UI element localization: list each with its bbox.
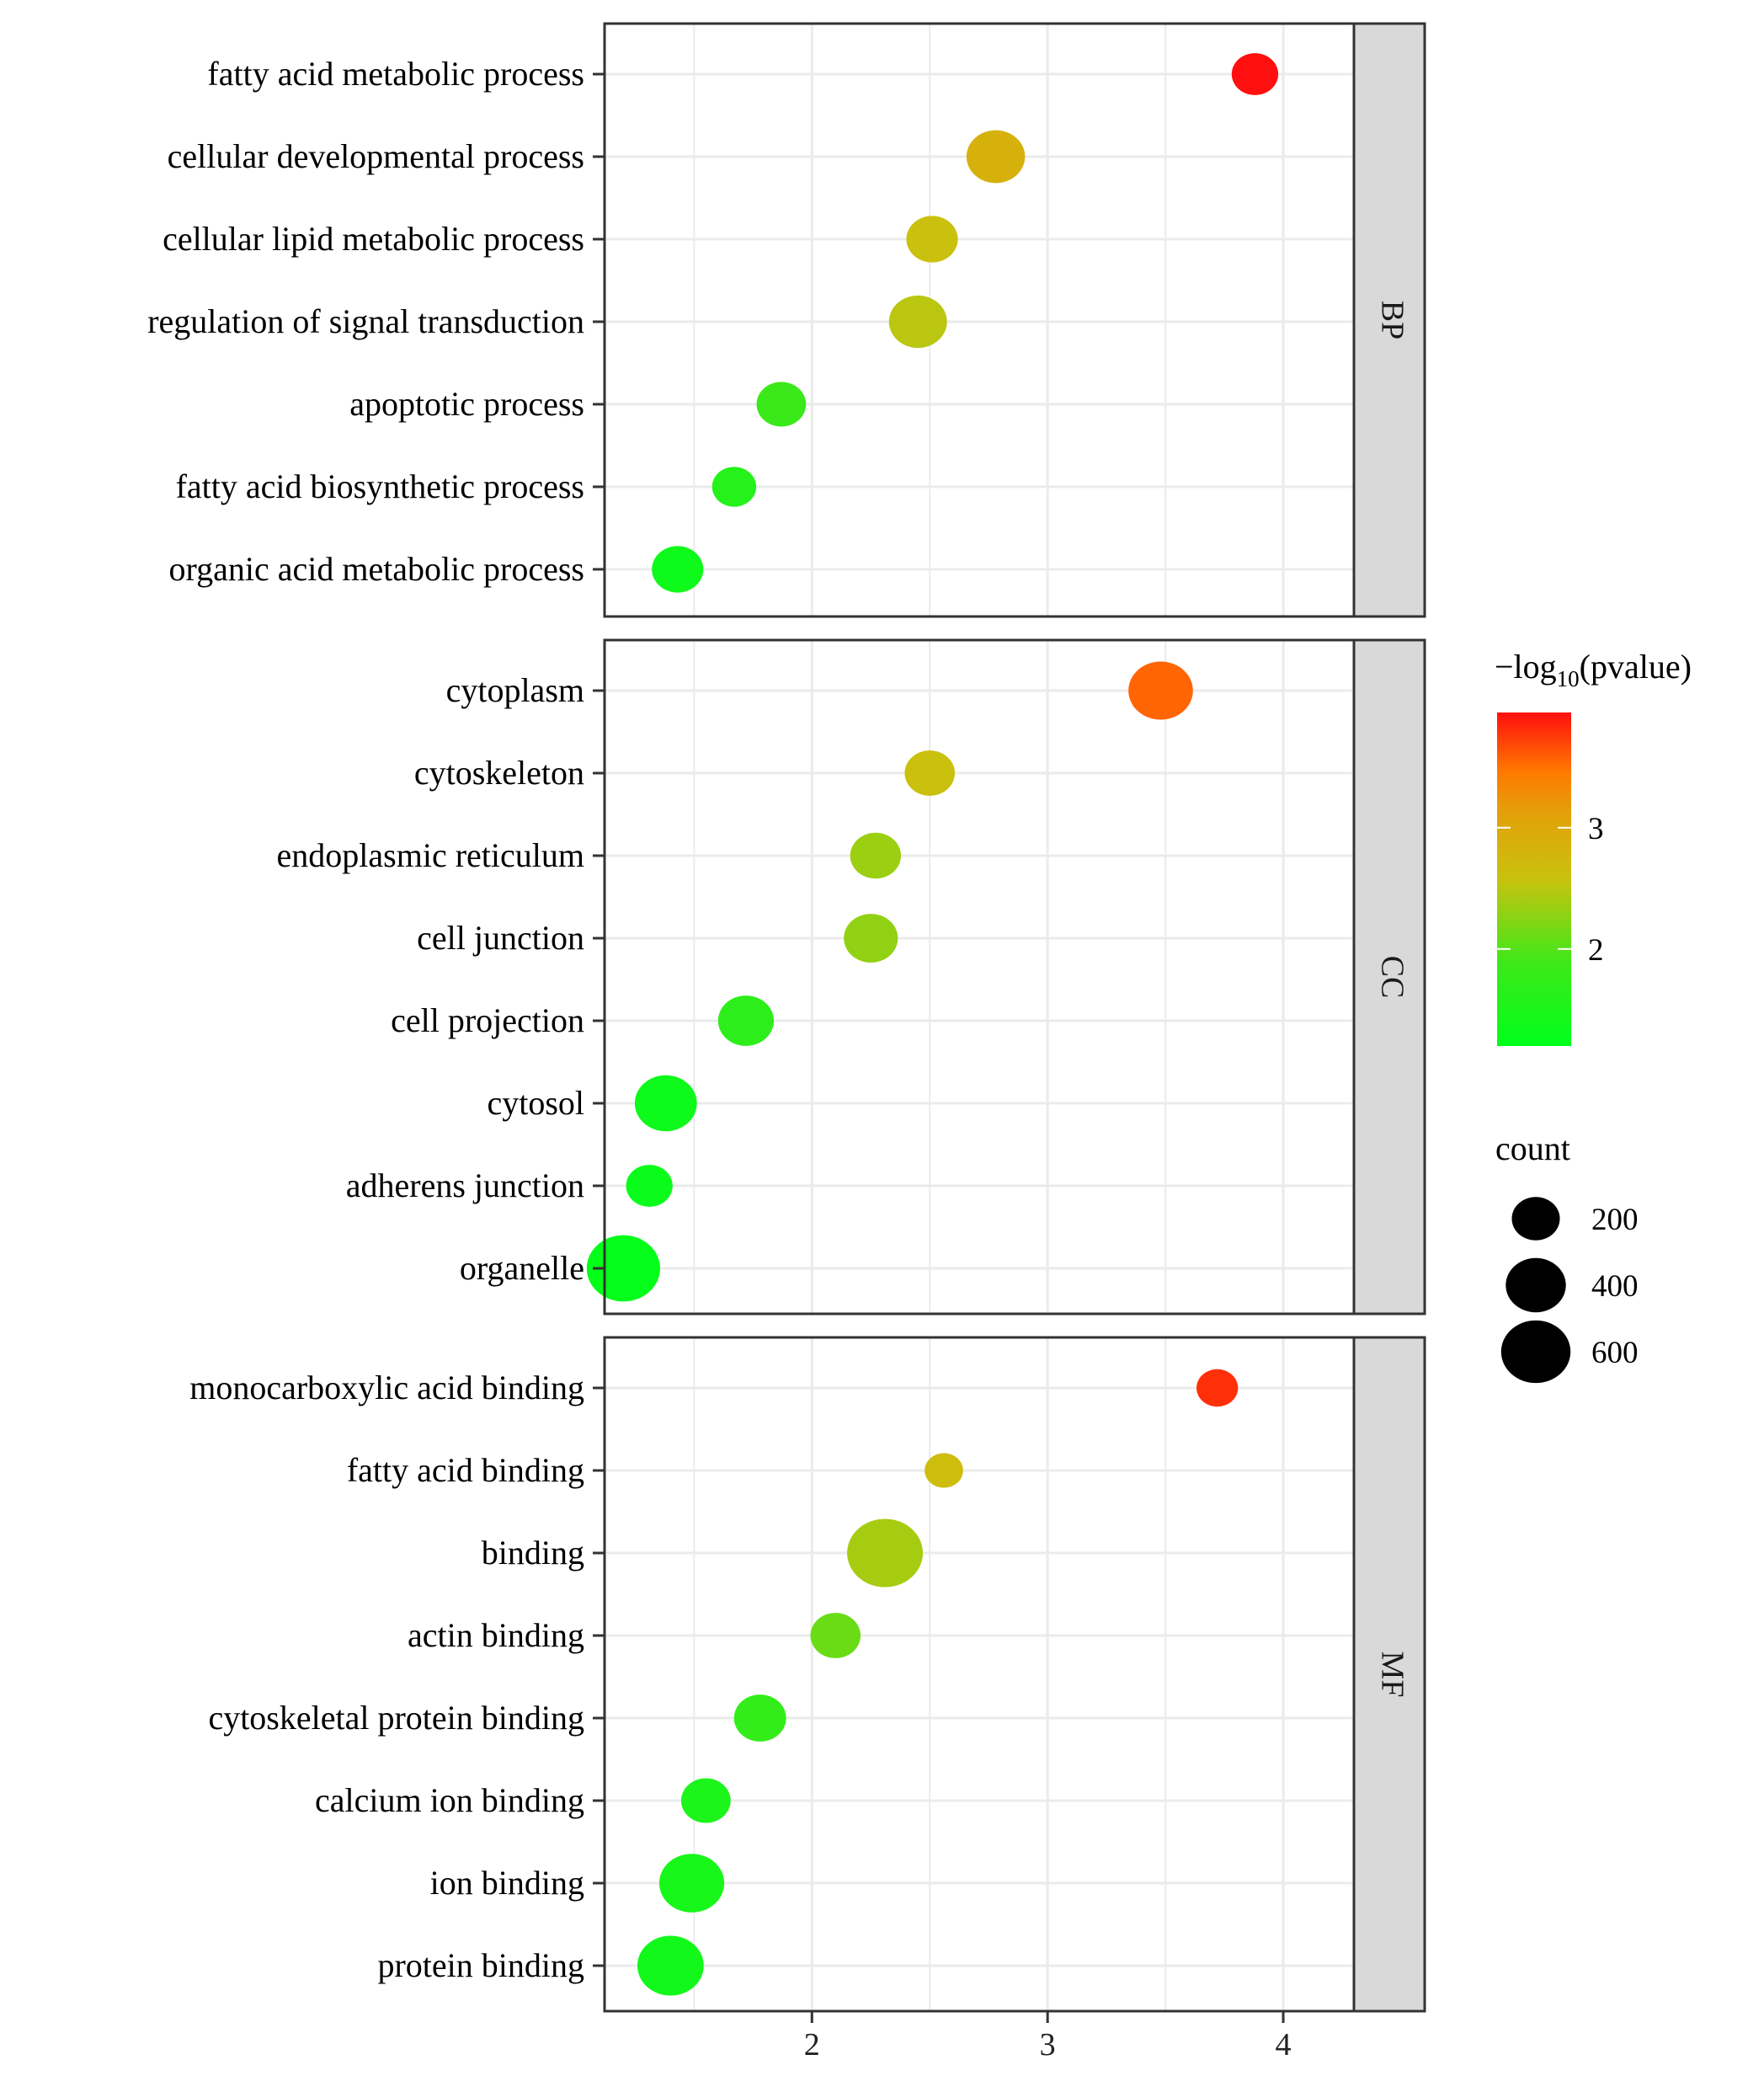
y-tick-label: protein binding <box>377 1946 584 1984</box>
y-tick-label: calcium ion binding <box>315 1781 584 1819</box>
data-point <box>634 1075 697 1132</box>
size-legend-label: 400 <box>1591 1269 1639 1304</box>
data-point <box>680 1778 731 1823</box>
facet-panel-bp: fatty acid metabolic process cellular dev… <box>147 22 1426 618</box>
y-tick-label: cytoskeletal protein binding <box>208 1699 584 1737</box>
facet-strip <box>1352 22 1426 618</box>
data-point <box>1231 53 1279 95</box>
data-point <box>925 1453 963 1488</box>
y-tick-label: cell projection <box>391 1001 584 1039</box>
size-legend-label: 200 <box>1591 1203 1639 1237</box>
y-tick-label: apoptotic process <box>349 385 584 423</box>
data-point <box>637 1935 704 1996</box>
panel-background <box>605 24 1354 616</box>
facet-strip <box>1352 638 1426 1316</box>
y-tick-label: cytosol <box>487 1084 584 1122</box>
facet-panel-cc: cytoplasm cytoskeleton endoplasmic reticul… <box>277 638 1426 1316</box>
facet-strip-label: BP <box>1374 301 1410 339</box>
color-legend-title: −log10(pvalue) <box>1495 648 1692 691</box>
data-point <box>658 1854 725 1913</box>
y-tick-label: fatty acid biosynthetic process <box>176 467 584 505</box>
data-point <box>966 130 1026 184</box>
y-tick-label: cytoskeleton <box>414 754 584 792</box>
y-tick-label: cellular developmental process <box>168 137 584 175</box>
data-point <box>652 546 704 593</box>
y-tick-label: ion binding <box>430 1864 584 1902</box>
y-tick-label: binding <box>482 1534 584 1572</box>
facet-strip-label: MF <box>1374 1652 1410 1698</box>
data-point <box>1196 1369 1239 1407</box>
y-tick-label: regulation of signal transduction <box>147 302 584 340</box>
y-tick-label: cellular lipid metabolic process <box>163 220 584 258</box>
color-bar-tick-label: 2 <box>1588 933 1604 968</box>
y-tick-label: cytoplasm <box>446 671 584 709</box>
y-tick-label: cell junction <box>417 919 584 957</box>
data-point <box>904 750 956 796</box>
facet-panel-mf: monocarboxylic acid binding fatty acid bi… <box>189 1336 1426 2013</box>
data-point <box>733 1694 786 1742</box>
size-legend-key <box>1511 1197 1560 1241</box>
data-point <box>847 1518 924 1588</box>
color-bar-tick-label: 3 <box>1588 812 1604 846</box>
data-point <box>810 1613 861 1658</box>
data-point <box>888 295 947 349</box>
size-legend-key <box>1506 1257 1566 1313</box>
y-tick-label: organic acid metabolic process <box>168 550 584 588</box>
y-tick-label: endoplasmic reticulum <box>277 836 584 874</box>
data-point <box>756 382 807 427</box>
data-point <box>850 832 902 879</box>
x-tick-label: 3 <box>1040 2027 1056 2063</box>
x-tick-label: 4 <box>1276 2027 1292 2063</box>
y-tick-label: fatty acid metabolic process <box>207 55 584 93</box>
data-point <box>906 216 958 263</box>
panel-background <box>605 640 1354 1314</box>
size-legend-key <box>1500 1320 1571 1384</box>
x-tick-label: 2 <box>804 2027 820 2063</box>
data-point <box>717 995 775 1046</box>
color-bar <box>1497 712 1571 1046</box>
size-legend-label: 600 <box>1591 1336 1639 1370</box>
facet-strip <box>1352 1336 1426 2013</box>
data-point <box>626 1165 673 1207</box>
size-legend-title: count <box>1495 1129 1570 1167</box>
y-tick-label: fatty acid binding <box>347 1451 584 1489</box>
data-point <box>711 467 757 507</box>
data-point <box>844 914 898 963</box>
data-point <box>1128 661 1193 720</box>
facet-strip-label: CC <box>1374 956 1410 999</box>
y-tick-label: monocarboxylic acid binding <box>189 1369 584 1406</box>
y-tick-label: adherens junction <box>346 1166 584 1204</box>
y-tick-label: organelle <box>460 1249 584 1287</box>
y-tick-label: actin binding <box>408 1616 584 1654</box>
panel-background <box>605 1337 1354 2011</box>
